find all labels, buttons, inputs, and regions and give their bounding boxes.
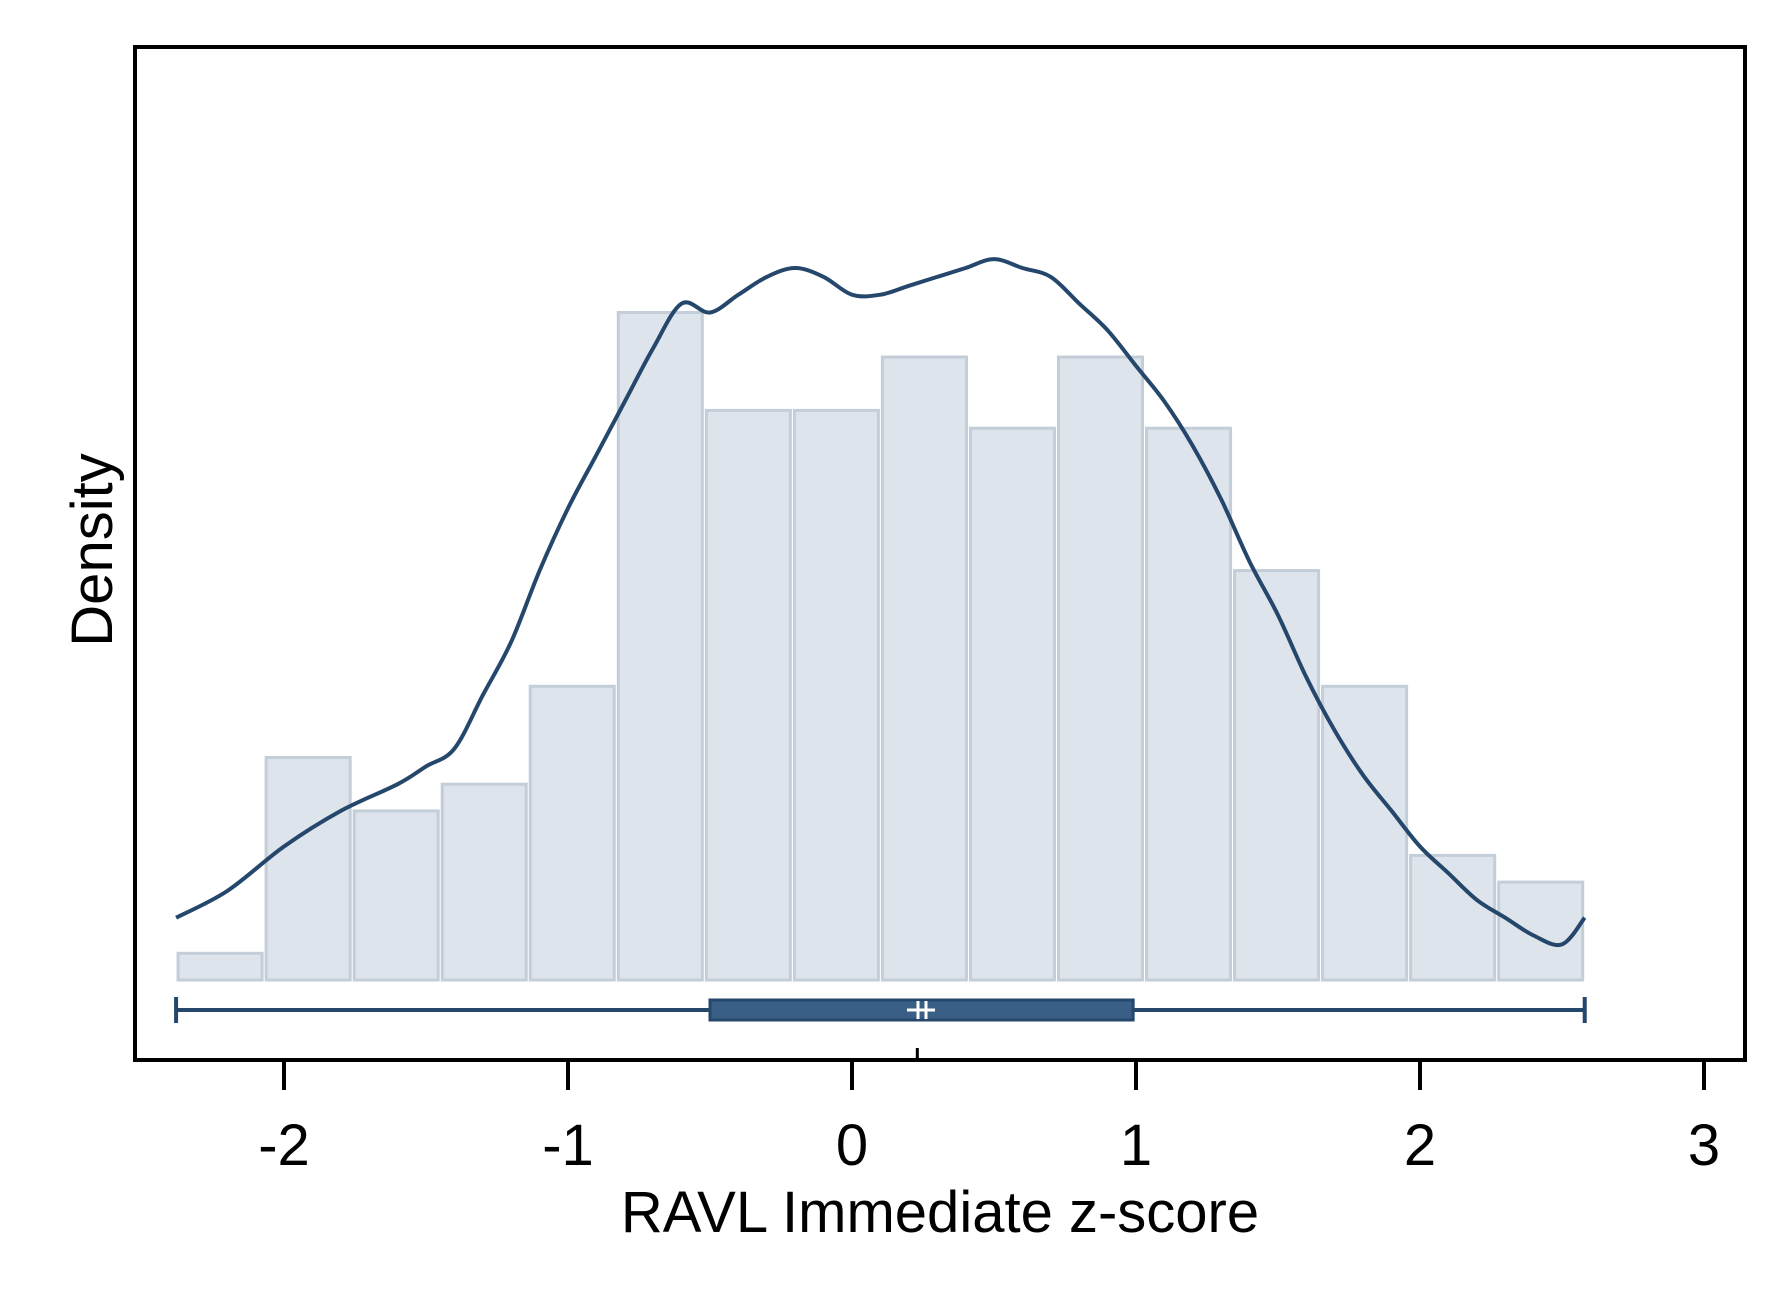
x-axis-label: RAVL Immediate z-score — [621, 1180, 1259, 1245]
kde-curve-layer — [175, 257, 1587, 948]
x-tick-label-2: 0 — [836, 1113, 868, 1178]
histogram-bar-12 — [1233, 569, 1321, 982]
histogram-bar-8 — [880, 355, 968, 982]
histogram-bar-7 — [792, 408, 880, 982]
histogram-bar-0 — [176, 951, 264, 982]
x-axis: -2 -1 0 1 2 3 — [135, 1058, 1745, 1178]
histogram-bar-9 — [968, 426, 1056, 982]
histogram-bar-14 — [1409, 853, 1497, 982]
histogram-bar-11 — [1145, 426, 1233, 982]
histogram-bar-10 — [1056, 355, 1145, 982]
histogram-bar-2 — [352, 809, 440, 982]
histogram-bars — [176, 311, 1585, 982]
x-tick-label-0: -2 — [258, 1113, 310, 1178]
y-axis-label: Density — [60, 453, 125, 646]
histogram-bar-15 — [1497, 880, 1585, 982]
x-tick-label-5: 3 — [1688, 1113, 1720, 1178]
kde-curve — [175, 257, 1587, 948]
boxplot-layer — [174, 997, 1587, 1060]
histogram-bar-4 — [528, 684, 616, 982]
histogram-bar-3 — [440, 782, 528, 982]
histogram-bar-6 — [704, 408, 792, 982]
x-tick-label-3: 1 — [1120, 1113, 1152, 1178]
histogram-bar-5 — [616, 311, 704, 982]
histogram-bar-1 — [264, 756, 352, 982]
x-tick-label-1: -1 — [542, 1113, 594, 1178]
x-tick-label-4: 2 — [1404, 1113, 1436, 1178]
